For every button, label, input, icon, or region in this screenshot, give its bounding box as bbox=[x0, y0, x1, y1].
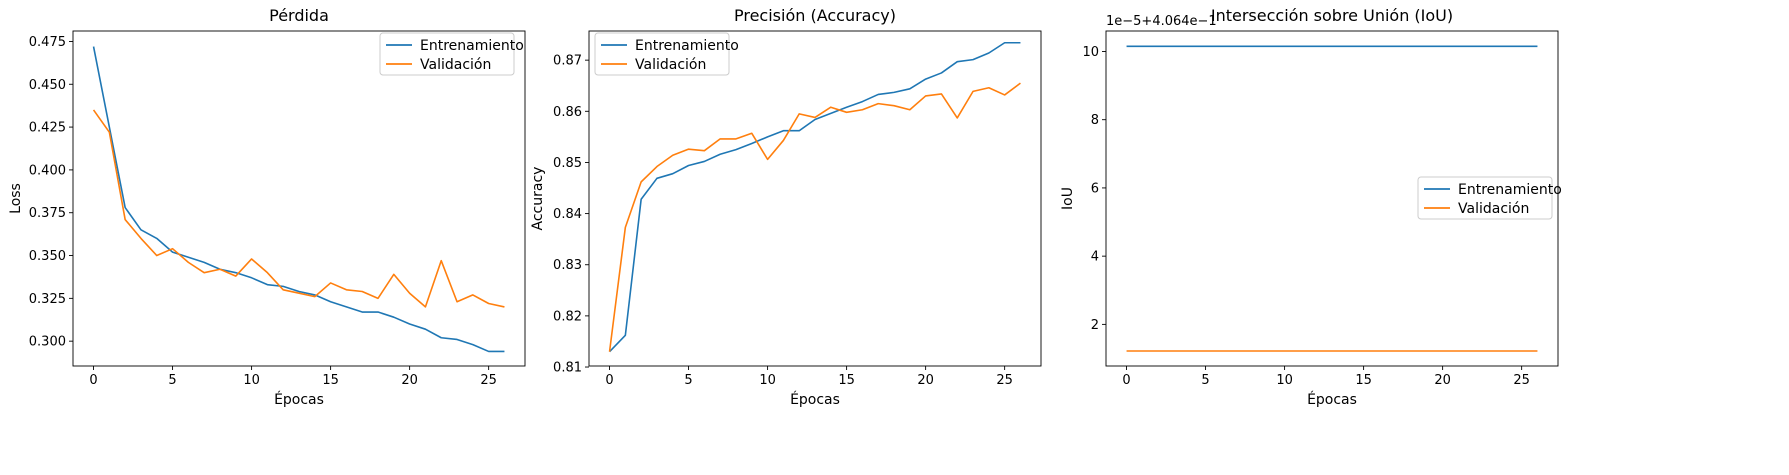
x-tick-label: 15 bbox=[322, 373, 339, 388]
legend-label: Validación bbox=[1458, 201, 1529, 217]
x-axis-label: Épocas bbox=[1307, 391, 1357, 408]
series-line-training bbox=[92, 46, 505, 353]
legend-box bbox=[1417, 176, 1553, 220]
x-tick-label: 15 bbox=[1355, 373, 1372, 388]
chart-title: Pérdida bbox=[269, 6, 329, 25]
chart-title: Intersección sobre Unión (IoU) bbox=[1211, 6, 1453, 25]
series-line-validation bbox=[608, 82, 1021, 352]
y-tick-label: 0.87 bbox=[553, 54, 582, 69]
legend-box bbox=[594, 32, 730, 76]
y-axis-label: IoU bbox=[1060, 187, 1076, 210]
legend: Entrenamiento Validación bbox=[1417, 176, 1562, 220]
x-tick-label: 0 bbox=[605, 373, 613, 388]
y-tick-label: 0.84 bbox=[553, 207, 582, 222]
x-tick-label: 20 bbox=[1434, 373, 1451, 388]
series-line-training bbox=[608, 41, 1021, 353]
y-tick-label: 8 bbox=[1091, 113, 1099, 128]
y-tick-label: 2 bbox=[1091, 318, 1099, 333]
y-axis-label: Accuracy bbox=[530, 167, 546, 231]
x-tick-label: 25 bbox=[480, 373, 497, 388]
chart-panel-3: Intersección sobre Unión (IoU)1e−5+4.064… bbox=[1060, 6, 1562, 408]
series-line-validation bbox=[92, 109, 505, 308]
x-tick-label: 10 bbox=[243, 373, 260, 388]
x-tick-label: 0 bbox=[1122, 373, 1130, 388]
plot-frame bbox=[1105, 30, 1559, 367]
y-tick-label: 0.350 bbox=[29, 249, 66, 264]
x-tick-label: 5 bbox=[1201, 373, 1209, 388]
y-tick-label: 0.81 bbox=[553, 361, 582, 376]
x-tick-label: 25 bbox=[1513, 373, 1530, 388]
x-tick-label: 10 bbox=[759, 373, 776, 388]
y-tick-label: 0.450 bbox=[29, 78, 66, 93]
plot-frame bbox=[588, 30, 1042, 367]
y-tick-label: 10 bbox=[1082, 45, 1099, 60]
chart-panel-2: Precisión (Accuracy) 0 5 10 15 20 25 0.81 0.82 0.… bbox=[530, 6, 1042, 408]
x-tick-label: 5 bbox=[684, 373, 692, 388]
legend-label: Validación bbox=[635, 57, 706, 73]
legend: Entrenamiento Validación bbox=[594, 32, 739, 76]
x-tick-label: 5 bbox=[168, 373, 176, 388]
y-tick-label: 0.85 bbox=[553, 156, 582, 171]
x-tick-label: 20 bbox=[917, 373, 934, 388]
x-axis-label: Épocas bbox=[790, 391, 840, 408]
x-tick-label: 15 bbox=[838, 373, 855, 388]
legend-label: Entrenamiento bbox=[420, 38, 524, 54]
y-tick-label: 0.86 bbox=[553, 105, 582, 120]
y-tick-label: 0.82 bbox=[553, 309, 582, 324]
legend-label: Entrenamiento bbox=[1458, 182, 1562, 198]
x-tick-label: 0 bbox=[89, 373, 97, 388]
y-tick-label: 0.425 bbox=[29, 121, 66, 136]
plot-frame bbox=[72, 30, 526, 367]
x-tick-label: 25 bbox=[996, 373, 1013, 388]
legend-box bbox=[379, 32, 515, 76]
y-tick-label: 0.375 bbox=[29, 206, 66, 221]
y-tick-label: 0.300 bbox=[29, 335, 66, 350]
legend: Entrenamiento Validación bbox=[379, 32, 524, 76]
chart-panel-1: Pérdida 0 5 10 15 20 25 0.300 0.325 0.350 0.375 0.4… bbox=[8, 6, 526, 408]
y-tick-label: 0.83 bbox=[553, 258, 582, 273]
x-tick-label: 20 bbox=[401, 373, 418, 388]
legend-label: Validación bbox=[420, 57, 491, 73]
axis-offset-text: 1e−5+4.064e−1 bbox=[1106, 14, 1217, 29]
y-tick-label: 0.325 bbox=[29, 292, 66, 307]
chart-title: Precisión (Accuracy) bbox=[734, 6, 896, 25]
legend-label: Entrenamiento bbox=[635, 38, 739, 54]
x-axis-label: Épocas bbox=[274, 391, 324, 408]
y-axis-label: Loss bbox=[8, 183, 24, 214]
y-tick-label: 0.475 bbox=[29, 35, 66, 50]
x-tick-label: 10 bbox=[1276, 373, 1293, 388]
y-tick-label: 0.400 bbox=[29, 163, 66, 178]
y-tick-label: 6 bbox=[1091, 181, 1099, 196]
y-tick-label: 4 bbox=[1091, 250, 1099, 265]
